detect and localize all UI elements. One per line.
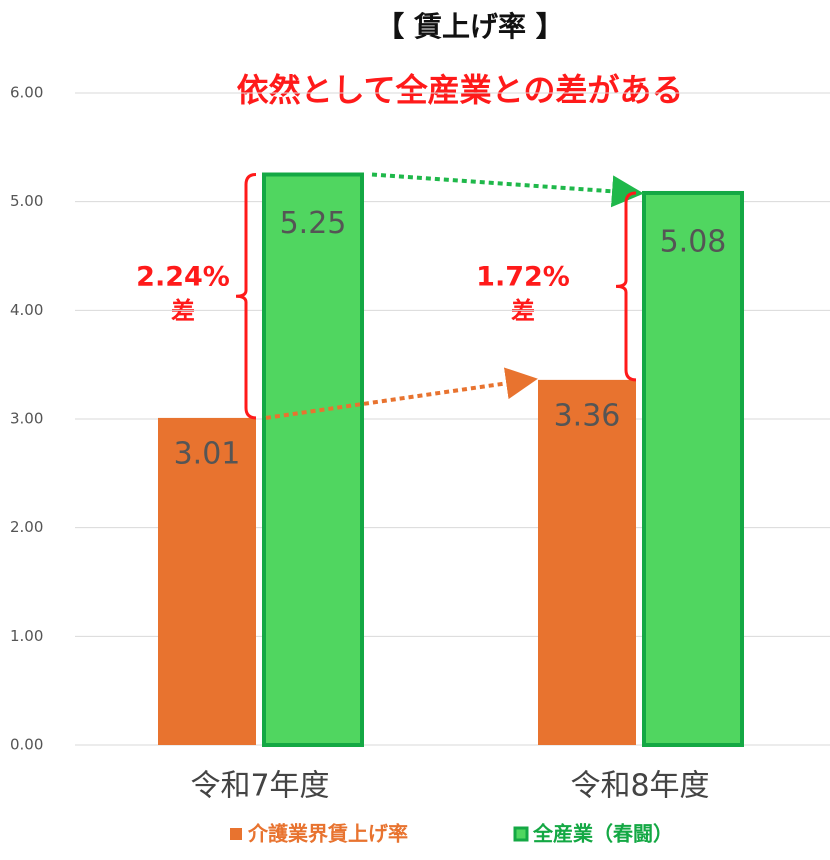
gap-bracket [615, 191, 637, 382]
bar [158, 417, 256, 745]
y-tick-label: 6.00 [10, 84, 43, 102]
gap-bracket [235, 173, 257, 420]
bar [262, 172, 364, 747]
legend-swatch [513, 826, 529, 842]
x-tick-label: 令和7年度 [190, 769, 329, 804]
annotation: 差 [171, 297, 195, 325]
y-tick-label: 5.00 [10, 192, 43, 210]
annotation: 2.24% [136, 262, 230, 293]
y-tick-label: 0.00 [10, 736, 43, 754]
value-label: 5.08 [660, 224, 727, 259]
bar [538, 379, 636, 745]
annotation: 差 [511, 297, 535, 325]
y-tick-label: 3.00 [10, 410, 43, 428]
chart-subtitle: 依然として全産業との差がある [237, 71, 684, 109]
trend-arrow [371, 172, 644, 208]
chart-title: 【 賃上げ率 】 [376, 10, 564, 43]
y-tick-label: 4.00 [10, 301, 43, 319]
legend-label: 介護業界賃上げ率 [247, 822, 408, 846]
y-tick-label: 1.00 [10, 627, 43, 645]
legend-label: 全産業（春闘） [532, 822, 673, 846]
value-label: 3.01 [174, 436, 241, 471]
legend-swatch [230, 828, 242, 840]
y-tick-label: 2.00 [10, 518, 43, 536]
annotation: 1.72% [476, 262, 570, 293]
value-label: 3.36 [554, 398, 621, 433]
value-label: 5.25 [280, 206, 347, 241]
bar [642, 190, 744, 747]
x-tick-label: 令和8年度 [570, 769, 709, 804]
